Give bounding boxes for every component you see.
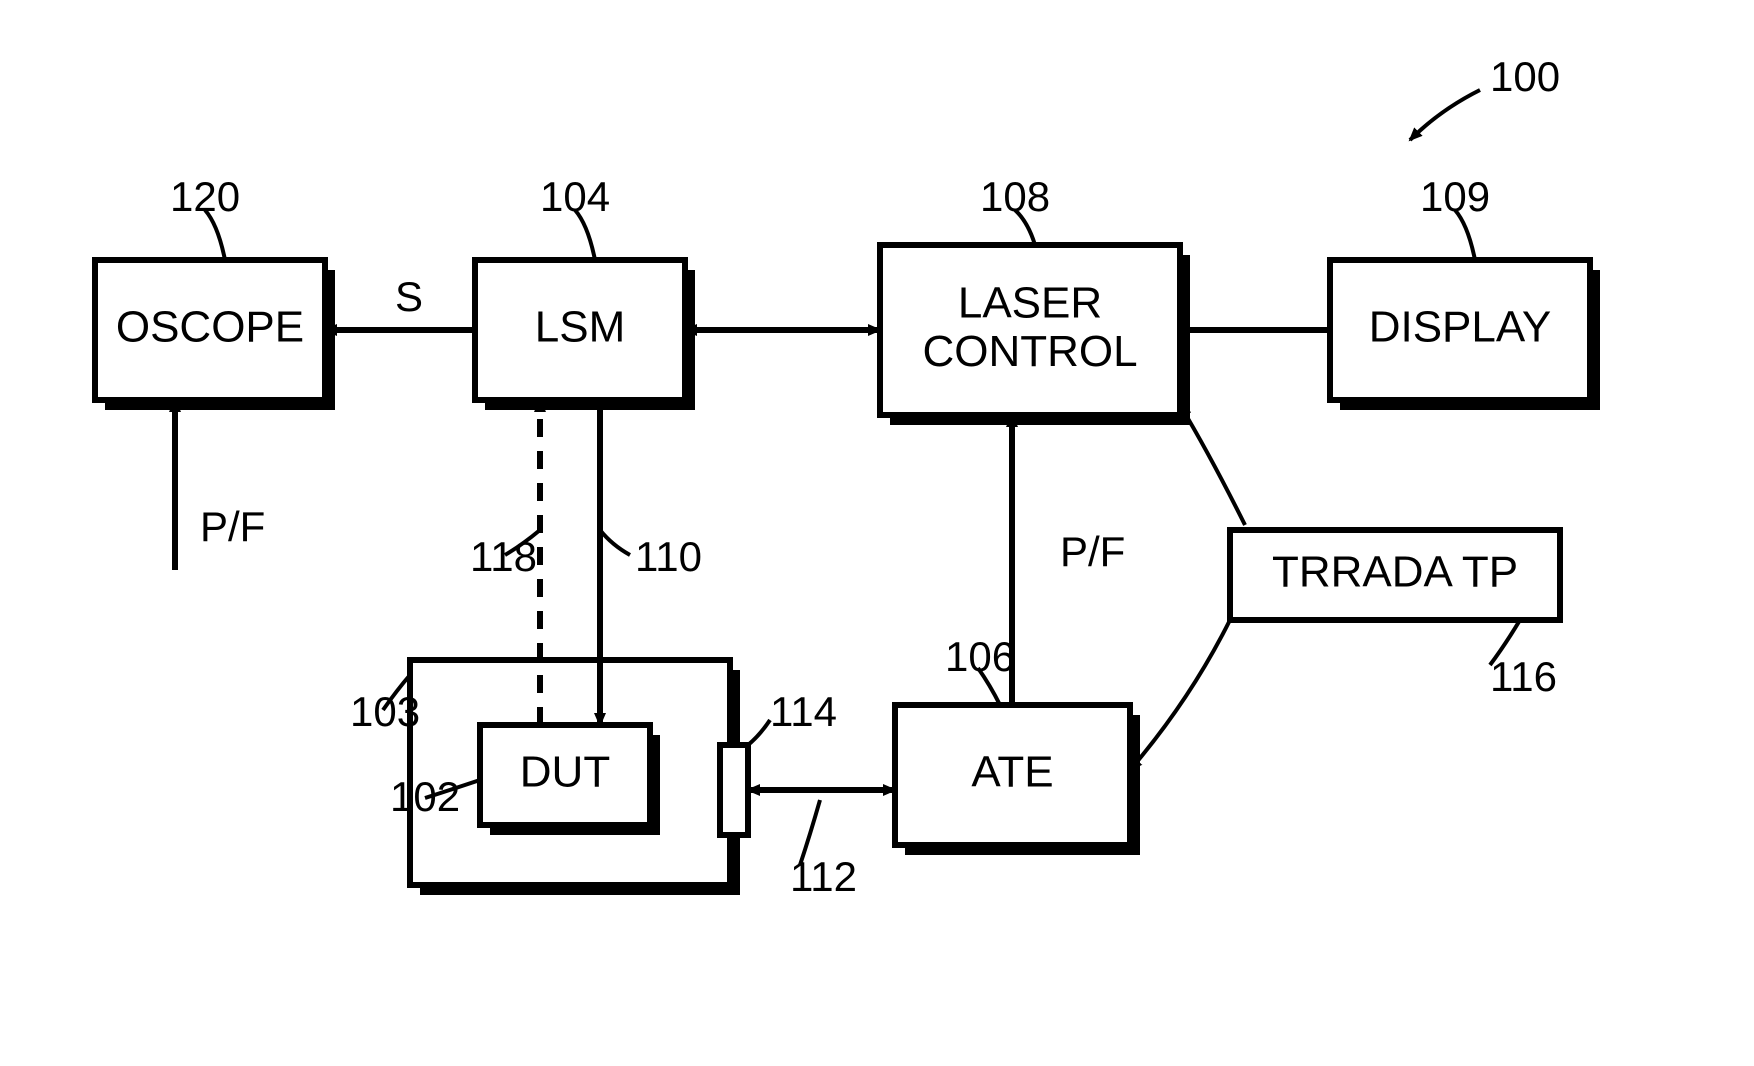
shell-port: [720, 745, 748, 835]
ref-r102: 102: [390, 773, 460, 820]
ref-r104: 104: [540, 173, 610, 220]
label-pf1: P/F: [200, 503, 265, 550]
ref-r103: 103: [350, 688, 420, 735]
ref-r110: 110: [635, 533, 702, 580]
leader-l100: [1410, 90, 1480, 140]
label-pf2: P/F: [1060, 528, 1125, 575]
display-label: DISPLAY: [1369, 303, 1552, 352]
laser_ctrl-label: LASER: [958, 278, 1102, 327]
leader-trr_to_ate: [1130, 620, 1230, 770]
ref-r108: 108: [980, 173, 1050, 220]
ref-r109: 109: [1420, 173, 1490, 220]
ref-r112: 112: [790, 853, 857, 900]
ref-r114: 114: [770, 688, 837, 735]
leader-l110: [600, 530, 630, 555]
ref-r100: 100: [1490, 53, 1560, 100]
ref-r118: 118: [470, 533, 537, 580]
oscope-label: OSCOPE: [116, 303, 304, 352]
lsm-label: LSM: [535, 303, 625, 352]
ref-r106: 106: [945, 633, 1015, 680]
dut-label: DUT: [520, 748, 610, 797]
label-s: S: [395, 273, 423, 320]
ref-r116: 116: [1490, 653, 1557, 700]
laser_ctrl-label: CONTROL: [922, 327, 1137, 376]
leader-trr_to_ctrl: [1180, 405, 1245, 525]
trrada-label: TRRADA TP: [1272, 548, 1518, 597]
ate-label: ATE: [971, 748, 1053, 797]
leader-l114: [748, 720, 770, 745]
ref-r120: 120: [170, 173, 240, 220]
